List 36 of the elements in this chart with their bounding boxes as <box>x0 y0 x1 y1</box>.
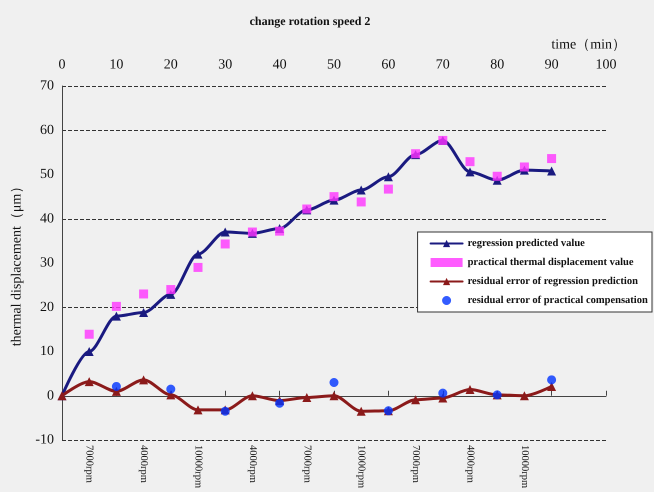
text: 4000rpm <box>464 445 476 483</box>
legend-label: residual error of regression prediction <box>468 276 638 287</box>
x-tick-label: 30 <box>218 58 232 72</box>
x-tick-label: 90 <box>544 58 559 72</box>
y-tick-label: 10 <box>40 344 54 359</box>
text: 7000rpm <box>84 445 95 483</box>
x-tick-label: 20 <box>164 58 178 72</box>
text: 7000rpm <box>301 445 312 483</box>
legend-label: regression predicted value <box>468 238 586 249</box>
chart-title: change rotation speed 2 <box>250 14 370 28</box>
y-tick-label: 20 <box>40 300 54 315</box>
text: 7000rpm <box>410 445 422 483</box>
text: 10000rpm <box>192 445 204 488</box>
y-tick-label: 70 <box>40 78 54 94</box>
y-tick-label: 0 <box>47 388 54 404</box>
y-tick-label: 50 <box>40 167 54 182</box>
y-tick-label: 40 <box>40 211 54 226</box>
text: 10000rpm <box>356 445 367 488</box>
x-axis-title: time（min） <box>551 38 626 52</box>
text: 4000rpm <box>246 445 258 483</box>
x-tick-label: 0 <box>58 58 66 72</box>
text: 4000rpm <box>138 445 150 483</box>
x-tick-label: 10 <box>109 58 124 72</box>
x-tick-label: 60 <box>381 58 396 72</box>
x-tick-label: 50 <box>327 58 341 72</box>
y-tick-label: -10 <box>35 432 54 448</box>
x-tick-label: 100 <box>596 58 616 72</box>
legend-label: practical thermal displacement value <box>468 257 634 268</box>
x-tick-label: 40 <box>272 58 287 72</box>
y-tick-label: 60 <box>40 122 54 138</box>
y-tick-label: 30 <box>40 256 54 270</box>
x-tick-label: 80 <box>490 58 504 72</box>
x-tick-label: 70 <box>436 58 450 72</box>
text: 10000rpm <box>518 445 530 488</box>
y-axis-title: thermal displacement（μm） <box>10 180 24 346</box>
legend-label: residual error of practical compensation <box>468 295 648 306</box>
